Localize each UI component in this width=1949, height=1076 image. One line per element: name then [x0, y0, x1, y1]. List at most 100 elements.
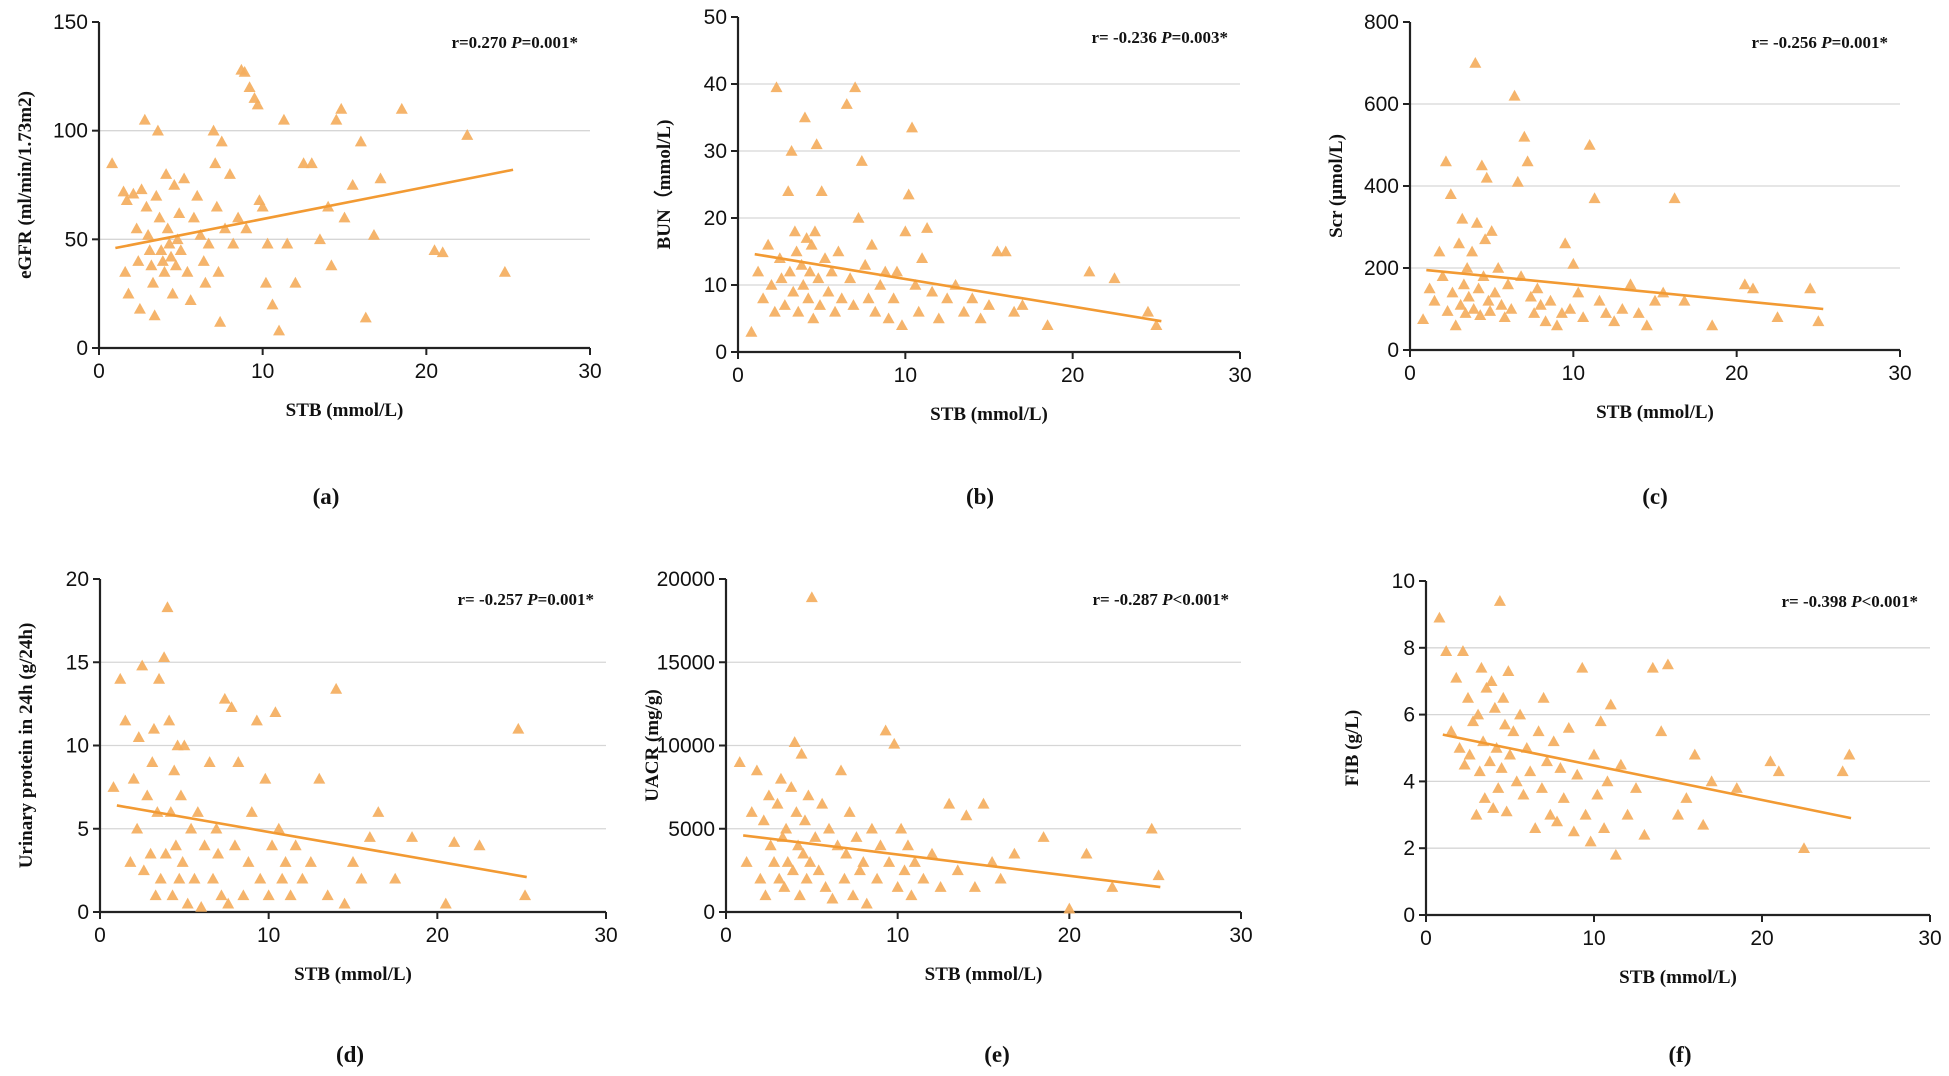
data-point — [1472, 708, 1485, 720]
data-point — [335, 102, 348, 114]
data-point — [243, 81, 256, 92]
fit-line — [115, 168, 514, 250]
data-point — [882, 312, 895, 324]
data-point — [1528, 307, 1541, 318]
data-point — [1474, 309, 1487, 320]
data-point — [1688, 748, 1701, 760]
data-point — [1497, 691, 1510, 703]
data-point — [133, 302, 146, 314]
data-point — [1535, 782, 1548, 793]
data-point — [1649, 294, 1661, 306]
y-tick-label: 0 — [77, 901, 89, 924]
data-point — [1478, 792, 1491, 803]
data-point — [338, 897, 351, 909]
y-tick-label: 20000 — [657, 568, 715, 591]
data-point — [207, 872, 220, 884]
x-axis-title: STB (mmol/L) — [925, 964, 1043, 985]
data-point — [132, 731, 145, 742]
stats-annotation: r= -0.236 P=0.003* — [1092, 28, 1228, 47]
data-point — [790, 245, 803, 257]
data-point — [173, 207, 186, 219]
data-point — [1661, 658, 1674, 670]
x-tick-label: 0 — [1404, 362, 1416, 385]
data-point — [805, 238, 818, 250]
stats-annotation: r= -0.398 P<0.001* — [1782, 592, 1918, 611]
data-point — [1508, 89, 1521, 101]
data-point — [346, 179, 359, 190]
data-point — [1579, 808, 1592, 820]
data-point — [934, 881, 947, 892]
data-point — [819, 881, 832, 892]
data-point — [768, 856, 781, 867]
data-point — [232, 211, 245, 223]
x-tick-label: 0 — [720, 924, 732, 947]
data-point — [1588, 748, 1600, 760]
data-point — [850, 831, 863, 842]
data-point — [1502, 278, 1514, 290]
data-point — [1772, 765, 1785, 777]
y-tick-label: 0 — [1403, 904, 1415, 927]
data-point — [1798, 842, 1810, 853]
data-point — [136, 659, 149, 671]
data-point — [1456, 645, 1469, 656]
data-point — [1016, 299, 1029, 310]
data-point — [790, 806, 803, 817]
data-point — [1544, 294, 1557, 306]
data-point — [941, 292, 954, 304]
data-point — [810, 138, 823, 150]
data-point — [800, 232, 813, 243]
data-point — [768, 305, 781, 317]
data-point — [869, 305, 882, 317]
data-point — [374, 172, 387, 184]
x-tick-label: 20 — [1061, 364, 1084, 387]
data-point — [786, 864, 799, 876]
y-axis-title: UACR (mg/g) — [642, 689, 663, 801]
data-point — [140, 200, 153, 212]
stats-r: r= -0.257 — [458, 590, 528, 609]
data-point — [210, 200, 223, 212]
data-point — [966, 292, 979, 304]
data-point — [1456, 212, 1469, 224]
x-axis-title: STB (mmol/L) — [286, 400, 404, 421]
x-axis-title: STB (mmol/L) — [1596, 402, 1714, 423]
x-tick-label: 20 — [1058, 924, 1081, 947]
data-point — [395, 102, 408, 114]
y-tick-label: 10 — [704, 274, 727, 297]
data-point — [197, 255, 210, 266]
data-point — [1524, 290, 1537, 302]
data-point — [917, 872, 930, 884]
data-point — [857, 856, 870, 867]
data-point — [887, 292, 900, 304]
data-point — [1488, 286, 1501, 298]
data-point — [909, 279, 922, 290]
stats-annotation: r= -0.287 P<0.001* — [1093, 590, 1229, 609]
stats-p-value: =0.001* — [522, 33, 578, 52]
data-point — [1462, 290, 1475, 302]
data-point — [273, 324, 286, 336]
data-point — [891, 881, 904, 892]
data-point — [198, 839, 211, 851]
x-tick-label: 30 — [1888, 362, 1911, 385]
data-point — [1524, 765, 1537, 777]
data-point — [210, 822, 223, 834]
data-point — [787, 285, 800, 297]
data-point — [1547, 735, 1560, 747]
data-point — [1621, 808, 1634, 820]
data-point — [406, 831, 419, 842]
data-point — [225, 701, 238, 713]
x-tick-label: 0 — [94, 924, 106, 947]
data-point — [147, 722, 160, 734]
data-point — [770, 81, 783, 93]
stats-annotation: r= -0.256 P=0.001* — [1752, 33, 1888, 52]
data-point — [1495, 298, 1508, 310]
data-point — [1697, 818, 1710, 830]
data-point — [902, 188, 915, 200]
data-point — [155, 244, 168, 255]
data-point — [1450, 671, 1463, 683]
data-point — [355, 872, 368, 884]
data-point — [807, 312, 820, 324]
data-point — [289, 839, 302, 851]
data-point — [127, 772, 140, 784]
y-tick-label: 2 — [1403, 837, 1415, 860]
data-point — [1601, 775, 1614, 787]
